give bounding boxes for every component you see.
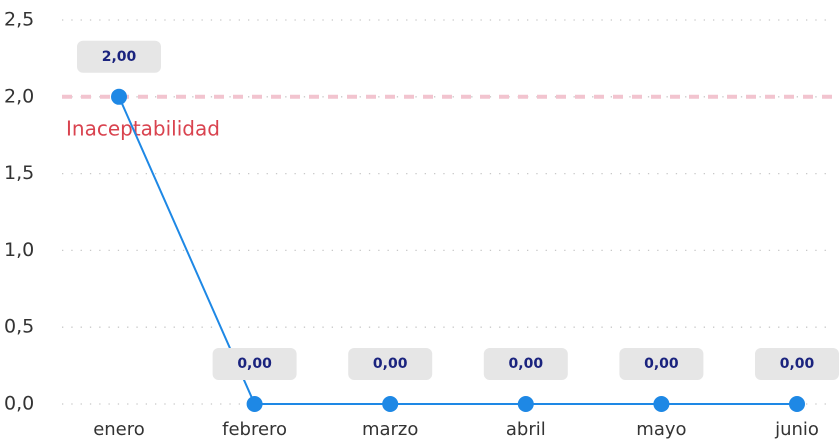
value-label-box xyxy=(755,348,839,380)
data-point xyxy=(111,88,127,105)
y-tick-label: 2,0 xyxy=(4,85,34,107)
x-tick-label: enero xyxy=(93,419,145,440)
data-point xyxy=(246,396,263,412)
value-label: 0,00 xyxy=(509,356,544,372)
y-tick-label: 1,0 xyxy=(4,239,34,261)
value-label-box xyxy=(77,40,161,73)
value-label: 0,00 xyxy=(237,356,272,372)
value-label: 0,00 xyxy=(780,356,815,372)
x-tick-label: marzo xyxy=(362,419,418,440)
reference-label: Inaceptabilidad xyxy=(66,116,220,140)
x-tick-label: mayo xyxy=(636,419,686,440)
value-label-box xyxy=(483,348,568,380)
y-tick-label: 1,5 xyxy=(4,162,34,184)
data-point xyxy=(517,396,534,412)
value-label-box xyxy=(212,348,297,380)
y-tick-label: 2,5 xyxy=(4,9,34,31)
y-tick-label: 0,0 xyxy=(4,393,34,415)
y-tick-label: 0,5 xyxy=(4,316,34,338)
data-point xyxy=(382,396,399,412)
value-label-box xyxy=(619,348,704,380)
data-point xyxy=(653,396,670,412)
value-label: 2,00 xyxy=(102,49,137,65)
value-label: 0,00 xyxy=(373,356,408,372)
value-label: 0,00 xyxy=(644,356,679,372)
data-point xyxy=(789,396,805,412)
x-tick-label: febrero xyxy=(222,419,287,440)
value-label-box xyxy=(348,348,433,380)
x-tick-label: junio xyxy=(774,419,819,440)
x-tick-label: abril xyxy=(506,419,546,440)
